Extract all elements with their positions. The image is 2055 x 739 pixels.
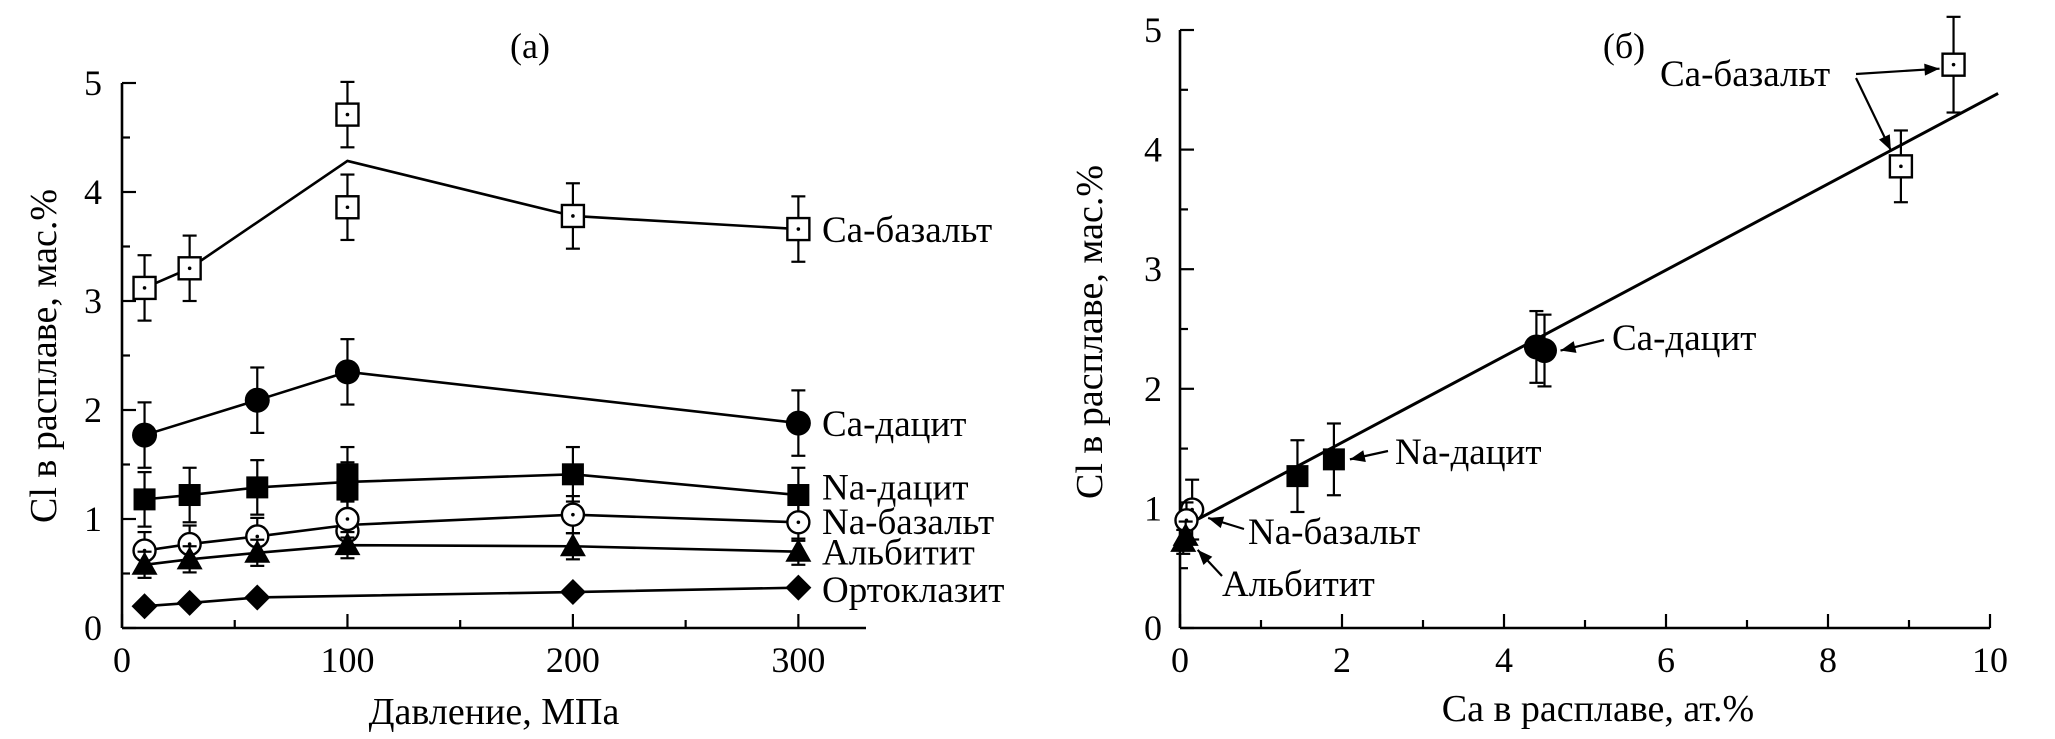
a-point-4-0 [131,551,158,575]
a-series-label-0: Са-базальт [822,210,992,251]
a-series-line-2 [144,473,799,501]
a-series-label-2: Na-дацит [822,467,968,508]
b-ytick-label-2: 2 [1144,369,1162,409]
a-ytick-label-5: 5 [84,63,102,103]
b-series-label-1: Са-дацит [1612,318,1756,359]
a-point-0-3-dot [345,112,350,117]
a-point-2-6 [787,484,810,507]
b-arrow-ca-dacite-head [1560,341,1577,353]
panel-b: (б) Са в расплаве, ат.% Cl в расплаве, м… [1069,10,2008,730]
b-ytick-label-5: 5 [1144,10,1162,50]
a-point-3-4-dot [345,517,350,521]
a-series-label-5: Ортоклазит [822,570,1004,611]
a-point-2-4 [336,463,359,486]
b-ytick-label-0: 0 [1144,608,1162,648]
a-point-2-1 [178,484,201,507]
a-point-0-2-dot [345,205,350,210]
a-xtick-label-0: 0 [113,640,131,680]
a-series-label-1: Са-дацит [822,404,966,445]
a-point-3-6-dot [796,520,801,525]
a-point-3-1-dot [187,542,192,546]
a-ytick-label-3: 3 [84,281,102,321]
b-series-label-3: Na-базальт [1248,512,1420,553]
a-point-3-5-dot [571,512,575,517]
a-point-5-0 [131,593,158,620]
b-xtick-label-3: 6 [1657,640,1675,680]
b-series-label-2: Na-дацит [1395,432,1541,473]
b-xtick-label-5: 10 [1972,640,2008,680]
a-point-2-5 [561,463,584,486]
a-point-4-5 [785,538,812,562]
a-point-3-2-dot [255,534,260,539]
b-xtick-label-2: 4 [1495,640,1513,680]
b-point-0-1-dot [1951,62,1956,67]
panel-a-title: (а) [510,26,550,66]
panel-b-title: (б) [1603,26,1645,66]
a-point-4-4 [559,533,586,557]
b-xtick-label-4: 8 [1819,640,1837,680]
a-point-5-2 [244,584,271,611]
a-series-line-4 [144,543,799,567]
a-ytick-label-0: 0 [84,608,102,648]
b-point-2-0 [1286,465,1309,488]
panel-b-y-title: Cl в расплаве, мас.% [1069,165,1111,499]
a-series-label-3: Na-базальт [822,502,994,543]
panel-a-y-title: Cl в расплаве, мас.% [23,189,65,523]
b-arrow-ca-basalt-1-head [1924,63,1940,76]
a-series-line-1 [144,370,799,437]
panel-a: (а) Давление, МПа Cl в расплаве, мас.% 0… [23,26,1004,733]
b-point-1-1 [1532,338,1557,364]
b-point-2-1 [1322,448,1345,471]
a-point-1-2 [334,359,360,385]
b-arrow-ca-basalt-2-head [1878,134,1891,151]
b-xtick-label-0: 0 [1171,640,1189,680]
a-series-line-5 [144,586,799,608]
b-series-label-4: Альбитит [1222,564,1375,605]
a-point-5-3 [559,579,586,606]
a-point-0-5-dot [796,227,801,231]
a-xtick-label-2: 200 [546,640,600,680]
a-point-1-0 [132,422,158,448]
a-point-0-0-dot [142,286,147,290]
panel-b-x-title: Са в расплаве, ат.% [1442,688,1754,730]
a-point-2-0 [133,488,156,511]
a-ytick-label-4: 4 [84,172,102,212]
a-point-4-2 [244,539,271,563]
b-xtick-label-1: 2 [1333,640,1351,680]
a-ytick-label-2: 2 [84,390,102,430]
a-point-5-1 [176,589,203,616]
b-ytick-label-3: 3 [1144,249,1162,289]
a-point-0-1-dot [187,266,192,271]
panel-a-x-title: Давление, МПа [369,691,620,733]
a-point-4-1 [176,546,203,570]
a-series-label-4: Альбитит [822,533,975,574]
a-point-0-4-dot [571,214,575,218]
b-ytick-label-1: 1 [1144,488,1162,528]
b-arrow-na-dacite-head [1349,450,1366,463]
a-xtick-label-3: 300 [771,640,825,680]
b-point-4-1 [1170,528,1197,552]
a-point-1-3 [785,410,811,436]
b-fit-line [1179,92,1999,531]
a-ytick-label-1: 1 [84,499,102,539]
a-xtick-label-1: 100 [320,640,374,680]
a-point-1-1 [244,387,270,413]
a-point-2-2 [246,476,269,499]
a-point-5-4 [785,574,812,601]
b-arrow-na-basalt-head [1208,516,1225,529]
b-point-0-0-dot [1899,164,1903,169]
a-series-line-0 [144,159,799,290]
a-point-4-3 [334,532,361,556]
b-series-label-0: Са-базальт [1660,54,1830,95]
b-ytick-label-4: 4 [1144,130,1162,170]
b-arrow-albitite-head [1197,549,1213,565]
